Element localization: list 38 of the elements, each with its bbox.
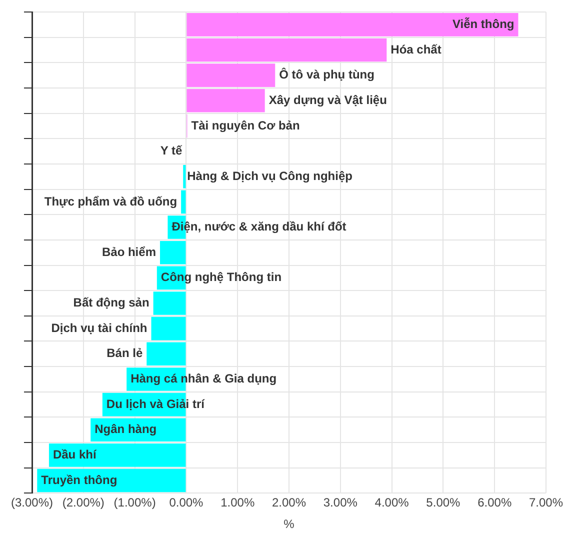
y-tick-label: Bán lẻ [106,346,143,360]
y-tick-label: Dầu khí [52,448,97,462]
y-tick-label: Ngân hàng [94,422,157,436]
x-tick-label: 0.00% [169,496,204,510]
bar [186,13,518,36]
x-tick-label: (2.00%) [62,496,104,510]
y-tick-label: Y tế [160,144,183,158]
x-tick-label: 6.00% [478,496,512,510]
bar [153,292,186,315]
y-tick-label: Hàng & Dịch vụ Công nghiệp [187,168,352,183]
x-tick-label: 7.00% [528,496,564,510]
y-tick-label: Viễn thông [452,16,514,31]
bar [146,342,186,366]
bar [160,240,186,264]
bar [186,64,276,87]
x-tick-label: (3.00%) [10,496,54,510]
y-tick-label: Xây dựng và Vật liệu [268,92,387,107]
y-tick-label: Thực phẩm và đồ uống [44,194,178,208]
bar [183,164,186,188]
x-tick-label: 1.00% [220,496,255,510]
x-tick-label: 4.00% [374,496,410,510]
bar [151,316,186,340]
bar [181,190,186,214]
y-tick-label: Tài nguyên Cơ bản [191,118,300,132]
y-tick-label: Hóa chất [390,42,442,56]
y-tick-label: Bảo hiểm [102,244,156,259]
y-tick-label: Truyền thông [41,472,118,487]
bar [48,444,186,467]
y-tick-label: Ô tô và phụ tùng [279,68,374,82]
x-tick-label: 2.00% [272,496,306,510]
bar [186,88,265,112]
y-tick-label: Dịch vụ tài chính [51,320,148,335]
x-tick-label: 3.00% [323,496,358,510]
y-tick-label: Bất động sản [73,296,150,310]
x-tick-label: (1.00%) [114,496,156,510]
x-tick-label: 5.00% [426,496,461,510]
x-axis-title: % [284,517,295,532]
bar [186,38,387,62]
